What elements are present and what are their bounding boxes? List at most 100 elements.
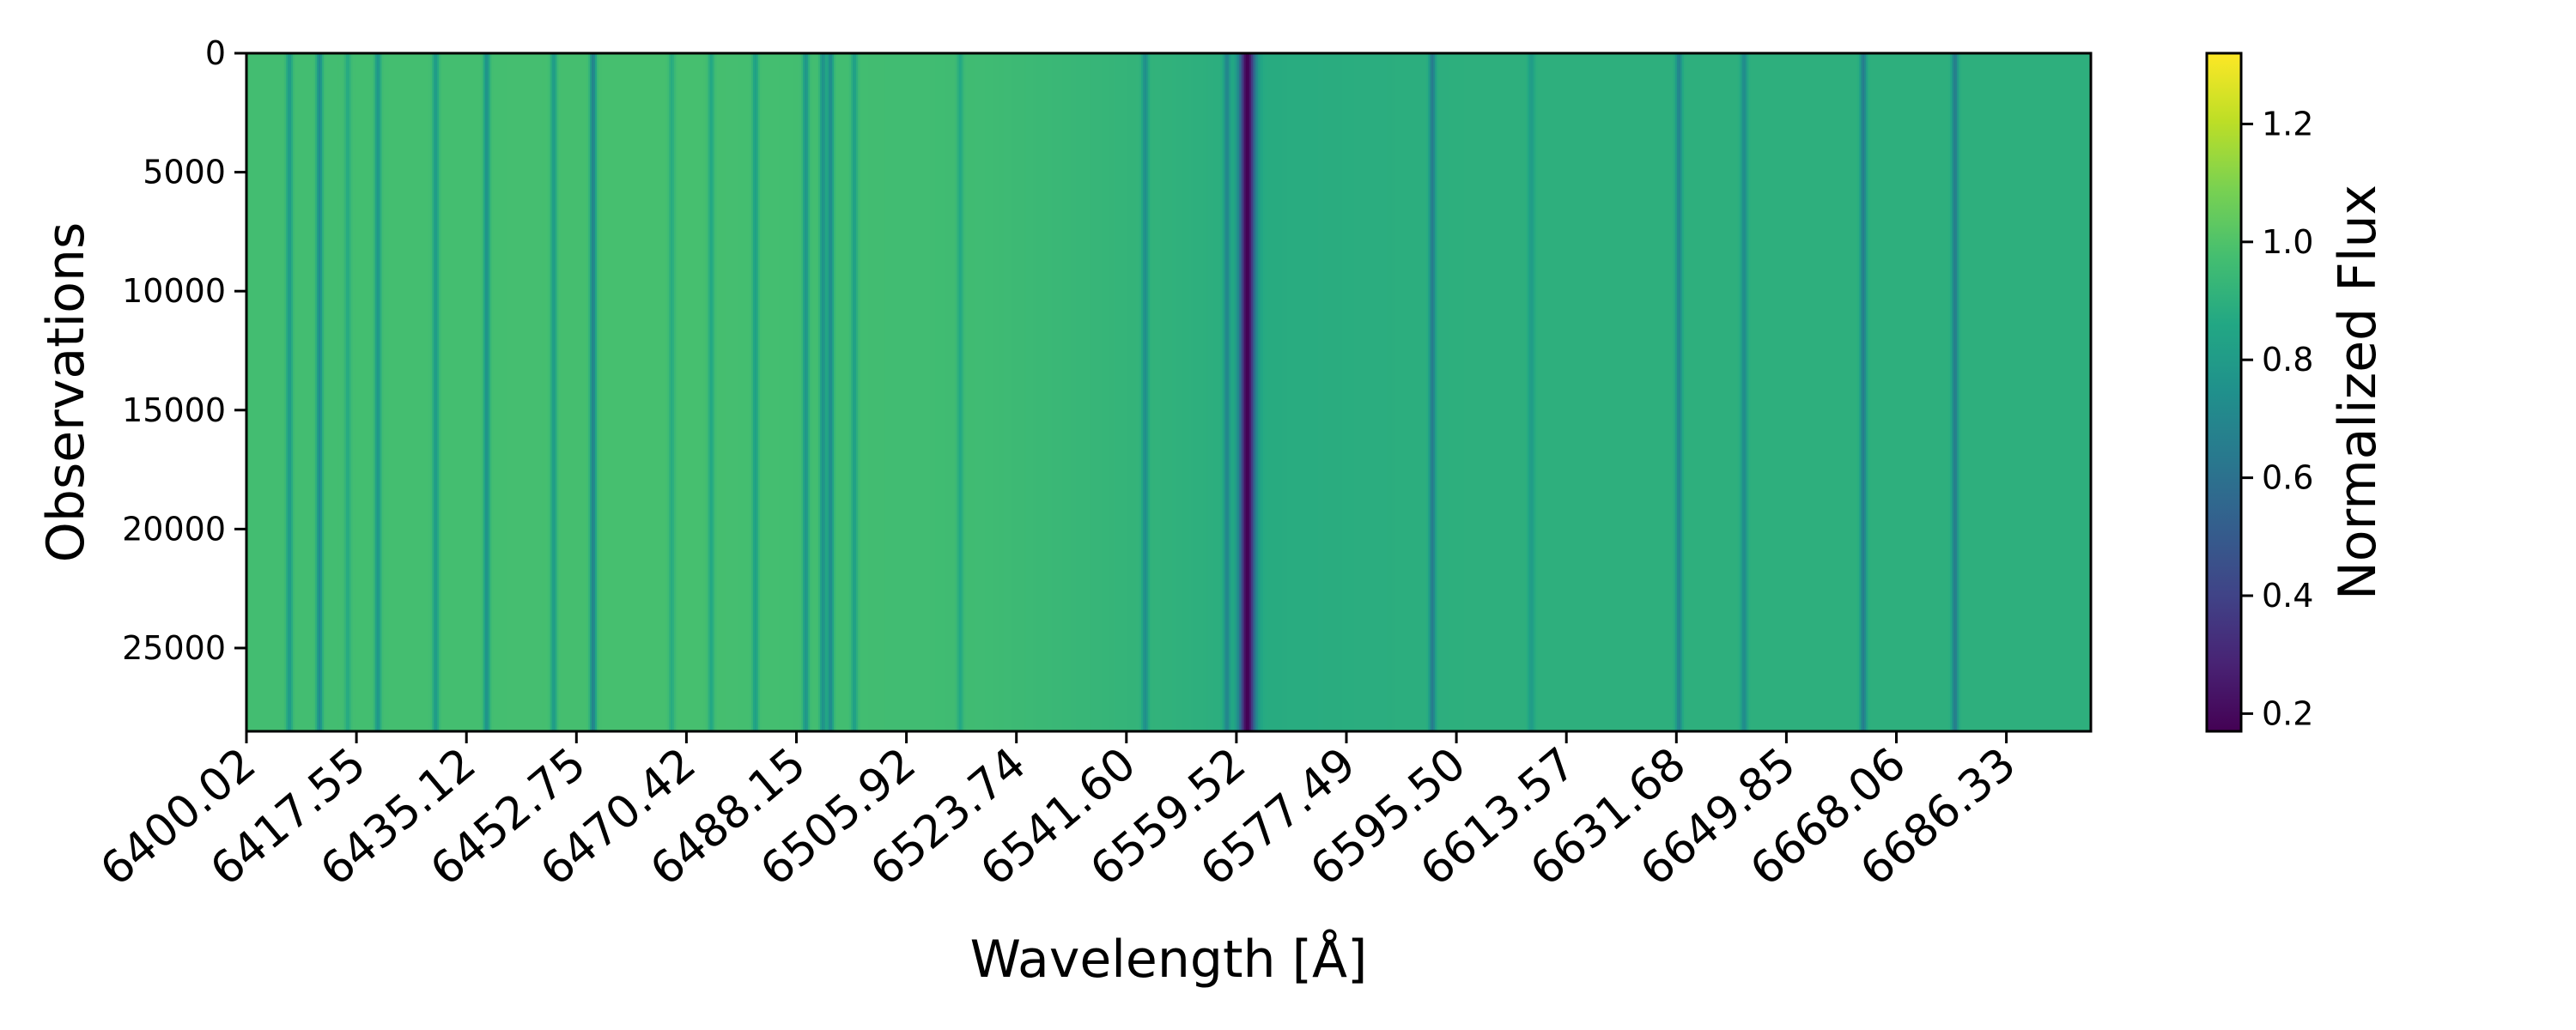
heatmap-column: [1176, 53, 1178, 731]
heatmap-column: [981, 53, 984, 731]
heatmap-column: [2014, 53, 2016, 731]
heatmap-column: [1675, 53, 1678, 731]
heatmap-column: [1191, 53, 1194, 731]
heatmap-column: [332, 53, 335, 731]
heatmap-column: [1959, 53, 1961, 731]
heatmap-column: [554, 53, 556, 731]
heatmap-column: [1790, 53, 1793, 731]
plot-frame: [245, 52, 2093, 733]
heatmap-column: [394, 53, 397, 731]
heatmap-column: [1400, 53, 1403, 731]
heatmap-column: [1957, 53, 1959, 731]
heatmap-column: [1612, 53, 1614, 731]
heatmap-column: [1229, 53, 1231, 731]
heatmap-column: [1960, 53, 1963, 731]
heatmap-column: [1888, 53, 1891, 731]
heatmap-column: [1064, 53, 1066, 731]
heatmap-column: [1035, 53, 1037, 731]
heatmap-column: [688, 53, 690, 731]
heatmap-column: [1105, 53, 1108, 731]
heatmap-column: [1907, 53, 1910, 731]
heatmap-column: [2039, 53, 2042, 731]
heatmap-column: [1794, 53, 1796, 731]
heatmap-column: [729, 53, 732, 731]
heatmap-column: [954, 53, 957, 731]
heatmap-column: [425, 53, 428, 731]
heatmap-column: [2020, 53, 2023, 731]
heatmap-column: [339, 53, 342, 731]
heatmap-column: [1816, 53, 1819, 731]
heatmap-column: [1990, 53, 1992, 731]
heatmap-column: [1814, 53, 1817, 731]
heatmap-column: [1560, 53, 1563, 731]
heatmap-column: [640, 53, 642, 731]
heatmap-column: [693, 53, 696, 731]
heatmap-column: [975, 53, 977, 731]
heatmap-column: [827, 53, 829, 731]
heatmap-column: [449, 53, 452, 731]
heatmap-column: [810, 53, 812, 731]
heatmap-column: [1682, 53, 1685, 731]
heatmap-column: [478, 53, 481, 731]
heatmap-column: [1850, 53, 1853, 731]
heatmap-column: [1115, 53, 1118, 731]
heatmap-column: [1304, 53, 1307, 731]
heatmap-column: [995, 53, 998, 731]
heatmap-column: [980, 53, 982, 731]
heatmap-column: [1881, 53, 1884, 731]
heatmap-column: [1835, 53, 1838, 731]
heatmap-column: [758, 53, 761, 731]
heatmap-column: [1643, 53, 1645, 731]
heatmap-column: [1220, 53, 1223, 731]
heatmap-column: [920, 53, 922, 731]
heatmap-column: [707, 53, 709, 731]
heatmap-column: [1060, 53, 1063, 731]
heatmap-column: [1878, 53, 1880, 731]
heatmap-column: [1905, 53, 1908, 731]
heatmap-column: [442, 53, 445, 731]
heatmap-column: [380, 53, 383, 731]
heatmap-column: [969, 53, 972, 731]
heatmap-column: [1528, 53, 1530, 731]
heatmap-column: [1177, 53, 1180, 731]
heatmap-column: [1193, 53, 1195, 731]
heatmap-column: [605, 53, 608, 731]
heatmap-column: [1785, 53, 1788, 731]
colorbar-title: Normalized Flux: [2328, 185, 2388, 600]
heatmap-column: [2026, 53, 2028, 731]
heatmap-column: [1747, 53, 1750, 731]
heatmap-column: [659, 53, 661, 731]
heatmap-column: [547, 53, 550, 731]
colorbar-tick-label: 0.8: [2262, 341, 2313, 379]
heatmap-column: [545, 53, 548, 731]
heatmap-column: [896, 53, 898, 731]
heatmap-column: [384, 53, 386, 731]
heatmap-column: [1469, 53, 1472, 731]
heatmap-column: [696, 53, 699, 731]
heatmap-column: [1404, 53, 1406, 731]
heatmap-column: [1110, 53, 1113, 731]
heatmap-column: [432, 53, 434, 731]
heatmap-column: [1821, 53, 1824, 731]
heatmap-column: [1924, 53, 1927, 731]
heatmap-column: [1534, 53, 1537, 731]
heatmap-column: [712, 53, 714, 731]
heatmap-column: [964, 53, 967, 731]
heatmap-column: [1483, 53, 1485, 731]
heatmap-column: [1639, 53, 1642, 731]
heatmap-column: [1605, 53, 1607, 731]
heatmap-column: [1261, 53, 1264, 731]
heatmap-column: [1172, 53, 1175, 731]
heatmap-column: [1524, 53, 1527, 731]
heatmap-column: [959, 53, 962, 731]
heatmap-column: [296, 53, 299, 731]
heatmap-column: [2031, 53, 2033, 731]
heatmap-column: [1167, 53, 1170, 731]
heatmap-column: [1084, 53, 1087, 731]
heatmap-column: [1126, 53, 1128, 731]
heatmap-column: [1069, 53, 1072, 731]
heatmap-column: [437, 53, 440, 731]
heatmap-column: [927, 53, 929, 731]
heatmap-column: [1548, 53, 1551, 731]
heatmap-column: [681, 53, 683, 731]
